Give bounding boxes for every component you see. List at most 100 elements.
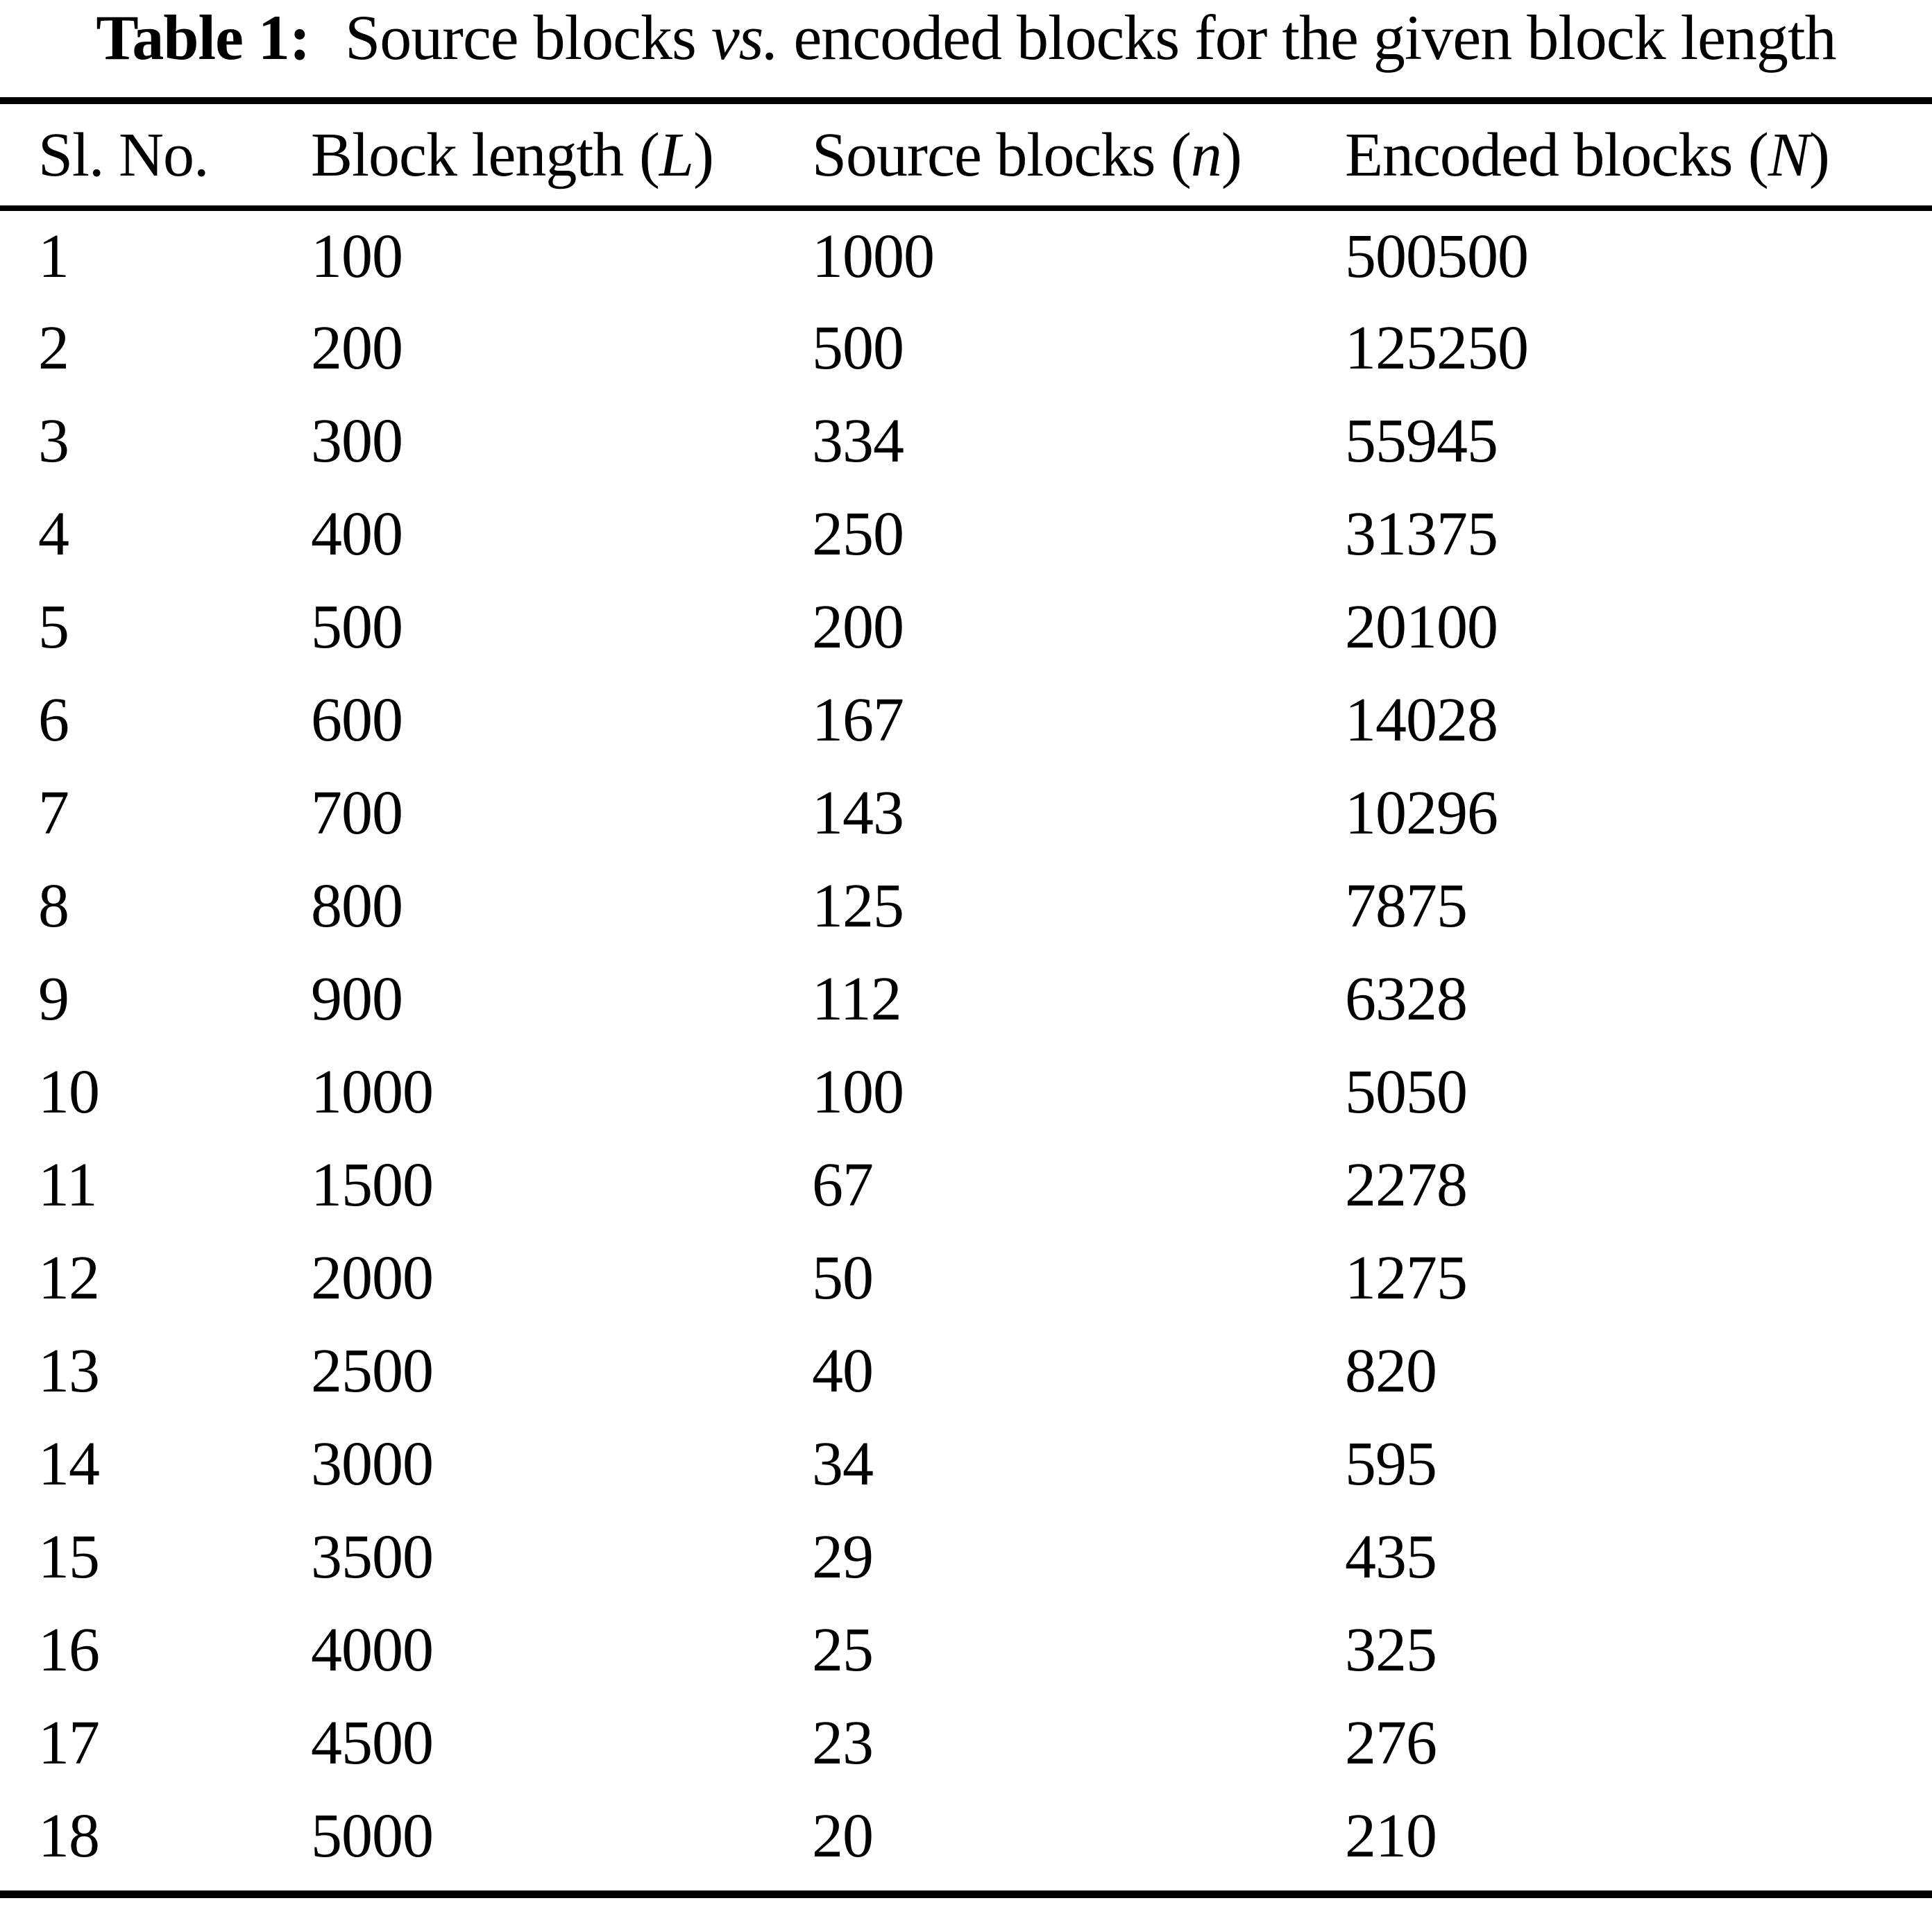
table-row: 5 500 200 20100: [0, 580, 1932, 673]
column-header-encoded-blocks: Encoded blocks (N): [1345, 104, 1932, 211]
cell-source-blocks: 167: [812, 685, 904, 754]
cell-encoded-blocks: 10296: [1345, 778, 1498, 847]
cell-block-length: 3000: [311, 1429, 434, 1498]
cell-block-length: 200: [311, 313, 403, 382]
cell-source-blocks: 334: [812, 406, 904, 475]
caption-vs: vs.: [711, 2, 779, 73]
cell-sl-no: 1: [38, 221, 69, 291]
bottom-rule: [0, 1890, 1932, 1898]
table-row: 16 4000 25 325: [0, 1603, 1932, 1696]
column-header-sl-no: Sl. No.: [0, 104, 311, 211]
table-row: 13 2500 40 820: [0, 1324, 1932, 1417]
cell-encoded-blocks: 595: [1345, 1429, 1437, 1498]
column-header-block-length: Block length (L): [311, 104, 812, 211]
cell-encoded-blocks: 31375: [1345, 499, 1498, 568]
table-row: 11 1500 67 2278: [0, 1138, 1932, 1231]
cell-source-blocks: 25: [812, 1615, 874, 1684]
table-row: 4 400 250 31375: [0, 487, 1932, 580]
cell-source-blocks: 29: [812, 1522, 874, 1591]
cell-block-length: 800: [311, 871, 403, 940]
cell-sl-no: 16: [38, 1615, 100, 1684]
cell-source-blocks: 23: [812, 1708, 874, 1777]
cell-sl-no: 15: [38, 1522, 100, 1591]
table-row: 17 4500 23 276: [0, 1696, 1932, 1789]
cell-block-length: 600: [311, 685, 403, 754]
cell-source-blocks: 67: [812, 1150, 874, 1219]
cell-block-length: 500: [311, 592, 403, 661]
cell-block-length: 4000: [311, 1615, 434, 1684]
cell-source-blocks: 250: [812, 499, 904, 568]
cell-block-length: 3500: [311, 1522, 434, 1591]
cell-sl-no: 5: [38, 592, 69, 661]
table-row: 9 900 112 6328: [0, 952, 1932, 1045]
cell-encoded-blocks: 6328: [1345, 964, 1468, 1033]
cell-sl-no: 3: [38, 406, 69, 475]
cell-block-length: 900: [311, 964, 403, 1033]
cell-source-blocks: 125: [812, 871, 904, 940]
cell-encoded-blocks: 820: [1345, 1336, 1437, 1405]
cell-block-length: 1000: [311, 1057, 434, 1126]
cell-encoded-blocks: 125250: [1345, 313, 1529, 382]
bottom-spacer: [0, 1882, 1932, 1890]
table-row: 18 5000 20 210: [0, 1789, 1932, 1882]
table-row: 2 200 500 125250: [0, 301, 1932, 394]
cell-sl-no: 7: [38, 778, 69, 847]
cell-encoded-blocks: 325: [1345, 1615, 1437, 1684]
cell-block-length: 4500: [311, 1708, 434, 1777]
cell-encoded-blocks: 500500: [1345, 221, 1529, 291]
cell-source-blocks: 20: [812, 1801, 874, 1870]
cell-sl-no: 10: [38, 1057, 100, 1126]
cell-encoded-blocks: 276: [1345, 1708, 1437, 1777]
cell-encoded-blocks: 435: [1345, 1522, 1437, 1591]
cell-source-blocks: 112: [812, 964, 902, 1033]
table-row: 10 1000 100 5050: [0, 1045, 1932, 1138]
table-row: 7 700 143 10296: [0, 766, 1932, 859]
cell-encoded-blocks: 5050: [1345, 1057, 1468, 1126]
cell-sl-no: 9: [38, 964, 69, 1033]
table-row: 12 2000 50 1275: [0, 1231, 1932, 1324]
cell-encoded-blocks: 7875: [1345, 871, 1468, 940]
caption-label: Table 1:: [96, 2, 310, 73]
cell-sl-no: 6: [38, 685, 69, 754]
cell-sl-no: 13: [38, 1336, 100, 1405]
table-row: 1 100 1000 500500: [0, 208, 1932, 301]
cell-encoded-blocks: 1275: [1345, 1243, 1468, 1312]
cell-encoded-blocks: 2278: [1345, 1150, 1468, 1219]
table-header: Sl. No. Block length (L) Source blocks (n)…: [0, 104, 1932, 211]
cell-source-blocks: 1000: [812, 221, 935, 291]
cell-sl-no: 18: [38, 1801, 100, 1870]
cell-block-length: 400: [311, 499, 403, 568]
cell-block-length: 300: [311, 406, 403, 475]
header-row: Sl. No. Block length (L) Source blocks (n)…: [0, 104, 1932, 211]
cell-block-length: 2500: [311, 1336, 434, 1405]
data-table: Sl. No. Block length (L) Source blocks (n)…: [0, 104, 1932, 1882]
cell-sl-no: 11: [38, 1150, 98, 1219]
cell-sl-no: 14: [38, 1429, 100, 1498]
cell-source-blocks: 34: [812, 1429, 874, 1498]
cell-block-length: 700: [311, 778, 403, 847]
cell-block-length: 1500: [311, 1150, 434, 1219]
cell-encoded-blocks: 20100: [1345, 592, 1498, 661]
cell-source-blocks: 50: [812, 1243, 874, 1312]
cell-encoded-blocks: 210: [1345, 1801, 1437, 1870]
table-row: 14 3000 34 595: [0, 1417, 1932, 1510]
cell-source-blocks: 500: [812, 313, 904, 382]
caption-text-post: encoded blocks for the given block lengt…: [778, 2, 1836, 73]
column-header-source-blocks: Source blocks (n): [812, 104, 1345, 211]
cell-sl-no: 8: [38, 871, 69, 940]
caption-text-pre: Source blocks: [345, 2, 711, 73]
cell-sl-no: 12: [38, 1243, 100, 1312]
cell-sl-no: 2: [38, 313, 69, 382]
table-row: 8 800 125 7875: [0, 859, 1932, 952]
table-caption: Table 1: Source blocks vs. encoded blocks…: [0, 0, 1932, 97]
cell-source-blocks: 143: [812, 778, 904, 847]
cell-encoded-blocks: 14028: [1345, 685, 1498, 754]
table-row: 3 300 334 55945: [0, 394, 1932, 487]
table-row: 15 3500 29 435: [0, 1510, 1932, 1603]
cell-sl-no: 17: [38, 1708, 100, 1777]
cell-block-length: 2000: [311, 1243, 434, 1312]
cell-sl-no: 4: [38, 499, 69, 568]
table-row: 6 600 167 14028: [0, 673, 1932, 766]
cell-encoded-blocks: 55945: [1345, 406, 1498, 475]
